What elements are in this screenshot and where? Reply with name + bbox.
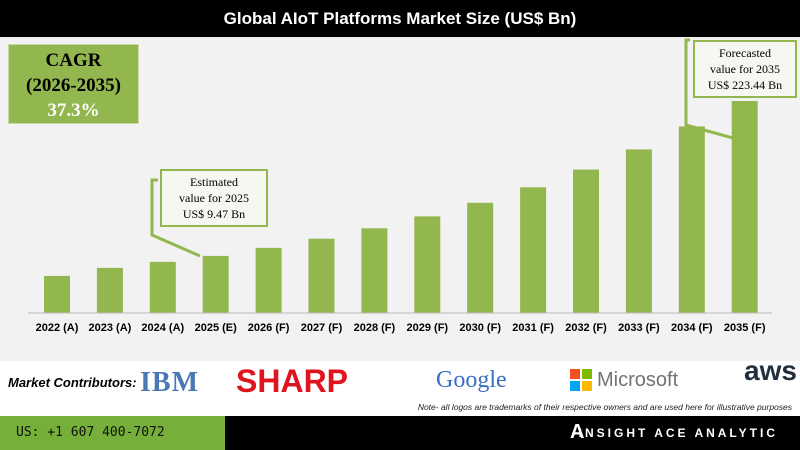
x-tick-label: 2033 (F) (618, 322, 660, 334)
forecasted-leader-line (684, 38, 741, 142)
x-tick-label: 2025 (E) (195, 322, 238, 334)
aws-logo: aws (744, 355, 797, 386)
x-tick-label: 2029 (F) (407, 322, 449, 334)
bar-3 (202, 255, 229, 313)
estimated-callout: Estimated value for 2025 US$ 9.47 Bn (160, 169, 268, 227)
bar-10 (573, 169, 599, 313)
callout-line: Forecasted (719, 46, 771, 60)
sharp-logo: SHARP (236, 363, 349, 399)
x-tick-label: 2034 (F) (671, 322, 713, 334)
callout-line: Estimated (190, 175, 238, 189)
callout-line: US$ 9.47 Bn (182, 207, 246, 221)
x-tick-label: 2031 (F) (512, 322, 554, 334)
x-tick-label: 2024 (A) (141, 322, 184, 334)
callout-line: value for 2025 (179, 191, 249, 205)
bar-11 (625, 149, 652, 313)
x-tick-label: 2023 (A) (89, 322, 132, 334)
brand-name: INSIGHT ACE ANALYTIC (578, 426, 778, 440)
bar-13 (731, 101, 758, 313)
x-tick-label: 2030 (F) (459, 322, 501, 334)
x-tick-label: 2035 (F) (724, 322, 766, 334)
forecasted-callout: Forecasted value for 2035 US$ 223.44 Bn (693, 40, 797, 98)
bar-5 (308, 238, 335, 313)
bar-2 (149, 261, 176, 313)
cagr-value: 37.3% (47, 100, 100, 121)
bar-9 (520, 187, 547, 313)
x-tick-label: 2032 (F) (565, 322, 607, 334)
microsoft-logo: Microsoft (597, 369, 679, 391)
contributors-label: Market Contributors: (8, 375, 137, 390)
bar-12 (678, 126, 705, 313)
callout-line: US$ 223.44 Bn (707, 78, 783, 92)
cagr-label: CAGR (45, 50, 102, 71)
bar-chart: 2022 (A) 2023 (A) 2024 (A) 2025 (E) 2026 (F)… (28, 38, 772, 334)
contributors-strip: Market Contributors: IBM SHARP Google Mi… (0, 355, 800, 415)
callout-line: value for 2035 (710, 62, 780, 76)
cagr-period: (2026-2035) (26, 75, 121, 96)
bar-8 (467, 202, 494, 313)
estimated-leader-line (150, 178, 201, 258)
bar-0 (44, 275, 70, 313)
bar-7 (414, 216, 441, 313)
google-logo: Google (436, 367, 507, 393)
chart-title: Global AIoT Platforms Market Size (US$ B… (0, 0, 800, 37)
cagr-box: CAGR (2026-2035) 37.3% (8, 44, 139, 124)
trademark-note: Note- all logos are trademarks of their … (417, 402, 792, 412)
bar-6 (361, 228, 388, 313)
bar-1 (96, 267, 123, 313)
x-tick-label: 2026 (F) (248, 322, 290, 334)
x-tick-label: 2028 (F) (354, 322, 396, 334)
microsoft-flag-icon (570, 369, 592, 391)
ibm-logo: IBM (140, 367, 199, 398)
x-tick-label: 2027 (F) (301, 322, 343, 334)
brand-logo-icon: A (570, 421, 585, 443)
phone-number: US: +1 607 400-7072 (0, 416, 225, 450)
x-tick-label: 2022 (A) (36, 322, 79, 334)
bar-4 (255, 247, 282, 313)
brand-bar: A INSIGHT ACE ANALYTIC (225, 416, 800, 450)
